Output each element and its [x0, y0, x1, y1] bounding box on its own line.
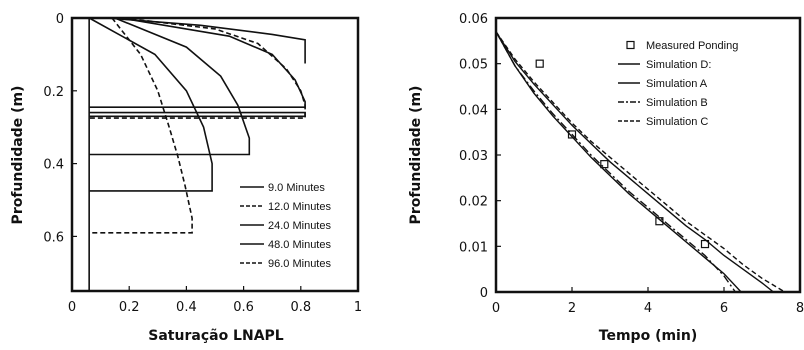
left-x-tick-label: 0.4	[176, 300, 197, 315]
left-x-tick-label: 1	[354, 300, 362, 315]
left-series-line-6	[89, 111, 306, 118]
measured-ponding-marker	[700, 239, 710, 249]
left-y-tick-label: 0	[56, 12, 64, 27]
left-x-tick-label: 0.8	[290, 300, 311, 315]
right-ticks-group: 0 2 4 6 8 0 0.01 0.02 0.03 0.04 0.05 0.06	[459, 12, 804, 316]
right-y-tick-label: 0	[480, 286, 488, 301]
left-x-axis-title: Saturação LNAPL	[148, 328, 284, 344]
left-series-line-1	[89, 17, 193, 234]
left-legend-label: 96.0 Minutes	[268, 258, 331, 270]
left-series-line-5	[106, 17, 306, 64]
right-x-tick-label: 6	[720, 301, 728, 316]
right-y-tick-label: 0.05	[459, 58, 488, 73]
right-y-tick-label: 0.03	[459, 149, 488, 164]
right-series-line-2	[495, 31, 774, 293]
measured-ponding-marker	[655, 217, 664, 226]
measured-ponding-marker	[535, 59, 544, 68]
right-x-tick-label: 2	[568, 301, 576, 316]
left-legend-label: 48.0 Minutes	[268, 239, 331, 251]
right-legend-label: Simulation B	[646, 97, 708, 109]
left-legend-label: 24.0 Minutes	[268, 220, 331, 232]
right-series-line-3	[495, 31, 736, 293]
right-series-line-4	[495, 31, 786, 293]
left-y-axis-title: Profundidade (m)	[10, 86, 26, 225]
right-x-axis-title: Tempo (min)	[599, 328, 697, 344]
left-y-tick-label: 0.6	[43, 230, 64, 245]
right-y-tick-label: 0.02	[459, 195, 488, 210]
right-series-group	[495, 31, 786, 293]
left-x-tick-label: 0	[68, 300, 76, 315]
right-y-tick-label: 0.04	[459, 103, 488, 118]
left-y-tick-label: 0.4	[43, 158, 64, 173]
right-legend-label: Measured Ponding	[646, 40, 738, 52]
right-x-tick-label: 8	[796, 301, 804, 316]
left-series-group	[88, 17, 306, 291]
left-plot-frame	[70, 16, 360, 293]
left-x-tick-label: 0.2	[119, 300, 140, 315]
left-legend-label: 12.0 Minutes	[268, 201, 331, 213]
right-legend-label: Simulation A	[646, 78, 708, 90]
right-legend-label: Simulation C	[646, 116, 708, 128]
left-series-line-2	[89, 17, 251, 156]
measured-ponding-marker	[600, 160, 609, 169]
right-legend-label: Simulation D:	[646, 59, 711, 71]
left-legend: 9.0 Minutes 12.0 Minutes 24.0 Minutes 48.0 …	[240, 182, 331, 270]
left-y-tick-label: 0.2	[43, 85, 64, 100]
left-series-line-4	[89, 17, 306, 119]
right-x-tick-label: 4	[644, 301, 652, 316]
right-x-tick-label: 0	[492, 301, 500, 316]
right-y-tick-label: 0.06	[459, 12, 488, 27]
left-ticks-group: 0 0.2 0.4 0.6 0.8 1 0 0.2 0.4 0.6	[43, 12, 362, 315]
right-y-tick-label: 0.01	[459, 240, 488, 255]
left-x-tick-label: 0.6	[233, 300, 254, 315]
right-legend: Measured Ponding Simulation D: Simulation …	[618, 40, 738, 128]
right-legend-swatch	[626, 40, 635, 50]
time-depth-chart: 0 2 4 6 8 0 0.01 0.02 0.03 0.04 0.05 0.06 Measured …	[408, 12, 804, 344]
saturation-depth-chart: 0 0.2 0.4 0.6 0.8 1 0 0.2 0.4 0.6 9.0 Minutes 12.0…	[10, 12, 362, 344]
left-series-line-0	[88, 17, 213, 192]
right-y-axis-title: Profundidade (m)	[408, 86, 424, 225]
left-legend-label: 9.0 Minutes	[268, 182, 325, 194]
right-series-line-1	[495, 31, 742, 293]
